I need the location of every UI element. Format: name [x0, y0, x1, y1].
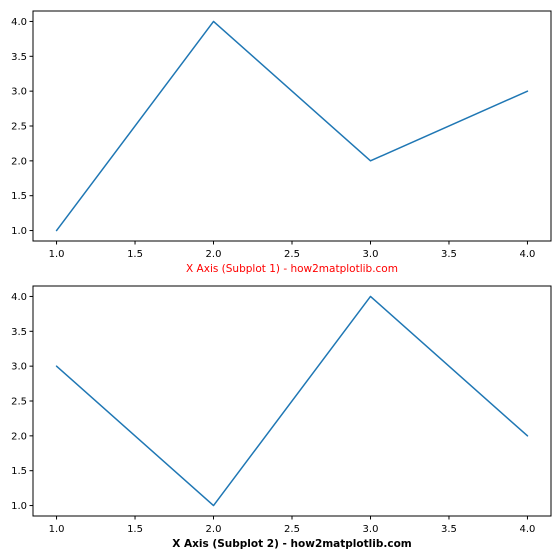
x-tick-label: 2.5: [284, 524, 300, 535]
y-tick-label: 3.5: [11, 327, 27, 338]
x-tick-label: 2.0: [206, 524, 222, 535]
axes-frame: [32, 10, 552, 242]
x-tick-label: 4.0: [520, 249, 536, 260]
y-tick-label: 3.5: [11, 52, 27, 63]
x-tick-label: 4.0: [520, 524, 536, 535]
y-tick-label: 3.0: [11, 362, 27, 373]
x-tick-label: 2.0: [206, 249, 222, 260]
x-axis-label: X Axis (Subplot 1) - how2matplotlib.com: [186, 263, 398, 275]
x-axis-label: X Axis (Subplot 2) - how2matplotlib.com: [172, 538, 412, 550]
y-tick-label: 4.0: [11, 292, 27, 303]
y-tick-label: 2.5: [11, 397, 27, 408]
x-tick-label: 3.5: [441, 249, 457, 260]
subplot-2: 1.0 1.5 2.0 2.5 3.0 3.5 4.0 1.0 1.5 2.0 2.5 3.0 3.5 4…: [11, 285, 552, 550]
x-tick-label: 2.5: [284, 249, 300, 260]
y-tick-label: 1.5: [11, 466, 27, 477]
y-tick-label: 2.0: [11, 156, 27, 167]
x-tick-label: 3.0: [363, 249, 379, 260]
y-tick-label: 3.0: [11, 87, 27, 98]
series-line: [55, 295, 529, 507]
y-tick-label: 4.0: [11, 17, 27, 28]
x-tick-label: 1.5: [127, 524, 143, 535]
x-tick-label: 3.5: [441, 524, 457, 535]
x-tick-label: 1.0: [49, 524, 65, 535]
y-tick-label: 2.0: [11, 431, 27, 442]
series-line: [55, 20, 529, 232]
y-tick-label: 1.0: [11, 501, 27, 512]
y-tick-label: 1.5: [11, 191, 27, 202]
x-tick-label: 1.5: [127, 249, 143, 260]
subplot-1: 1.0 1.5 2.0 2.5 3.0 3.5 4.0 1.0 1.5 2.0 2.5 3.0 3.5 4…: [11, 10, 552, 275]
y-tick-label: 1.0: [11, 226, 27, 237]
x-tick-label: 3.0: [363, 524, 379, 535]
x-tick-label: 1.0: [49, 249, 65, 260]
y-tick-label: 2.5: [11, 122, 27, 133]
